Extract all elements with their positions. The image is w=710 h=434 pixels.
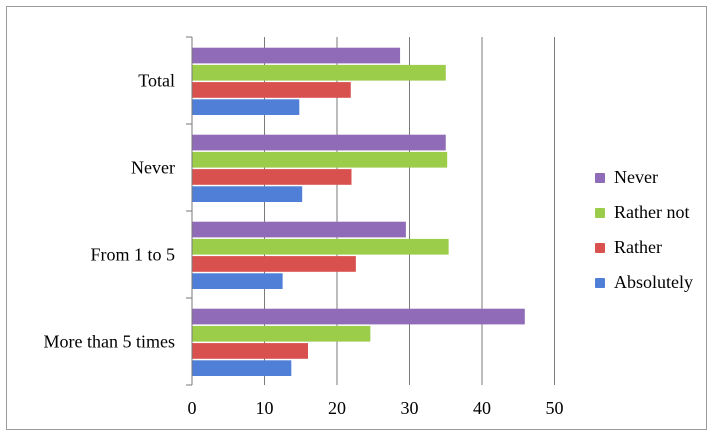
bar-never bbox=[192, 308, 525, 325]
category-label: From 1 to 5 bbox=[90, 245, 175, 265]
legend-swatch bbox=[595, 207, 605, 218]
bar-rather-not bbox=[192, 64, 446, 81]
category-label: Total bbox=[138, 71, 175, 91]
bar-rather bbox=[192, 82, 351, 98]
bar-absolutely bbox=[192, 360, 292, 376]
bar-absolutely bbox=[192, 273, 283, 289]
bar-rather bbox=[192, 256, 356, 272]
legend-item: Rather bbox=[595, 230, 693, 265]
legend-label: Never bbox=[614, 167, 658, 187]
x-tick-label: 10 bbox=[256, 398, 274, 418]
bar-absolutely bbox=[192, 186, 303, 202]
category-label: Never bbox=[131, 158, 175, 178]
category-labels: More than 5 times From 1 to 5 Never Total bbox=[44, 71, 175, 352]
legend-item: Absolutely bbox=[595, 265, 693, 300]
bar-rather-not bbox=[192, 238, 449, 255]
x-tick-label: 30 bbox=[401, 398, 419, 418]
bar-never bbox=[192, 221, 406, 238]
category-label: More than 5 times bbox=[44, 332, 175, 352]
tick-labels: 0 10 20 30 40 50 bbox=[188, 398, 564, 418]
legend-swatch bbox=[595, 172, 605, 183]
legend-label: Absolutely bbox=[614, 272, 693, 292]
bar-never bbox=[192, 47, 401, 64]
axes bbox=[186, 36, 193, 386]
bar-rather bbox=[192, 343, 308, 359]
bar-rather bbox=[192, 169, 352, 185]
legend: Never Rather not Rather Absolutely bbox=[595, 160, 693, 300]
bar-rather-not bbox=[192, 325, 371, 342]
legend-item: Rather not bbox=[595, 195, 693, 230]
x-tick-label: 20 bbox=[328, 398, 346, 418]
legend-swatch bbox=[595, 277, 605, 288]
legend-label: Rather not bbox=[614, 202, 690, 222]
x-tick-label: 40 bbox=[473, 398, 491, 418]
legend-swatch bbox=[595, 242, 605, 253]
x-tick-label: 50 bbox=[546, 398, 564, 418]
legend-label: Rather bbox=[614, 237, 662, 257]
legend-item: Never bbox=[595, 160, 693, 195]
bars bbox=[192, 47, 525, 376]
x-tick-label: 0 bbox=[188, 398, 197, 418]
bar-never bbox=[192, 134, 446, 151]
bar-rather-not bbox=[192, 151, 448, 168]
bar-absolutely bbox=[192, 99, 300, 115]
